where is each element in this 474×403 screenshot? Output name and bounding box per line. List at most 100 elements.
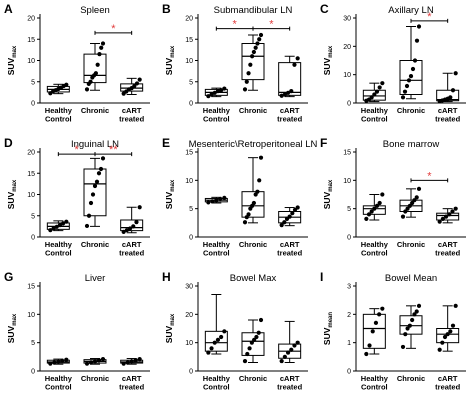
box-group [399,303,423,350]
data-point [440,216,445,221]
box-group [204,86,228,99]
data-point [92,359,98,364]
data-point [295,205,300,210]
y-axis-label: SUVmax [164,179,176,209]
significance-bracket: * [252,19,291,31]
data-point [400,344,406,350]
x-category-label: cART treated [435,106,460,124]
data-point [279,223,284,228]
data-point [124,228,129,233]
panel-letter: G [4,270,13,284]
data-point [443,214,449,219]
panel-letter: H [162,270,171,284]
data-point [414,38,420,43]
y-tick-label: 0 [347,101,351,108]
data-point [215,89,221,94]
data-point [410,200,415,206]
data-point [51,226,56,231]
data-point [251,49,256,55]
panel-letter: C [320,2,329,16]
panel-letter: E [162,136,170,150]
data-point [93,71,98,76]
significance-star: * [111,23,116,35]
significance-bracket: * [94,23,133,35]
data-point [367,343,372,348]
box-iqr [241,191,265,218]
data-point [416,303,422,308]
x-category-label: Healthy Control [45,240,73,258]
y-tick-label: 0 [189,369,193,376]
data-point [247,346,252,351]
data-point [369,95,374,100]
x-category-label: cART treated [277,240,302,258]
data-point [407,323,412,328]
data-point [84,223,90,229]
data-point [414,309,419,314]
data-point [257,37,262,42]
data-point [245,351,250,357]
box-group [278,55,302,98]
data-point [453,206,458,211]
data-point [289,89,294,94]
data-point [369,209,374,214]
chart-panel-b: B Submandibular LN 0 5 10 15 20 SUVmax Healthy Co… [162,2,308,124]
data-point [212,340,217,345]
data-point [206,350,211,355]
data-point [88,79,93,84]
x-category-label: Chronic [81,240,109,249]
significance-star: * [75,144,80,156]
data-point [445,332,450,337]
y-tick-label: 0 [189,235,193,242]
data-point [242,358,248,364]
x-category-label: cART treated [277,106,302,124]
significance-bracket: * [410,11,449,23]
box-group [241,32,265,92]
data-point [60,358,65,363]
x-category-label: Chronic [81,106,109,115]
box-group [204,294,228,355]
significance-star: * [427,170,432,182]
significance-bracket: ** [94,144,133,157]
data-point [96,358,102,363]
box-group [436,71,460,104]
data-point [416,186,422,191]
data-point [437,347,442,352]
data-point [99,45,104,50]
data-point [292,62,297,67]
data-point [246,71,251,76]
data-point [405,206,410,211]
data-point [372,92,377,97]
data-point [54,224,59,229]
data-point [90,192,96,197]
data-point [448,329,453,334]
y-tick-label: 0 [189,101,193,108]
data-point [100,156,106,161]
x-category-label: Chronic [397,240,425,249]
y-tick-label: 10 [185,340,193,347]
x-category-label: cART treated [119,240,144,258]
data-point [246,212,251,217]
data-point [400,95,406,100]
data-point [414,195,419,200]
y-tick-label: 15 [27,171,35,178]
data-point [48,361,53,366]
data-point [248,62,253,67]
data-point [64,357,69,362]
y-tick-label: 20 [343,44,351,51]
data-point [380,81,385,86]
y-tick-label: 20 [27,150,35,157]
data-point [244,79,249,84]
data-point [285,350,291,355]
data-point [412,198,417,203]
y-tick-label: 20 [185,312,193,319]
data-point [249,340,254,345]
data-point [210,199,215,204]
box-group [46,357,70,366]
data-point [215,337,221,342]
data-point [380,306,385,311]
data-point [222,329,227,334]
y-tick-label: 30 [185,284,193,291]
data-point [222,195,227,200]
panel-title: Bowel Mean [385,273,437,284]
box-group [362,81,386,103]
